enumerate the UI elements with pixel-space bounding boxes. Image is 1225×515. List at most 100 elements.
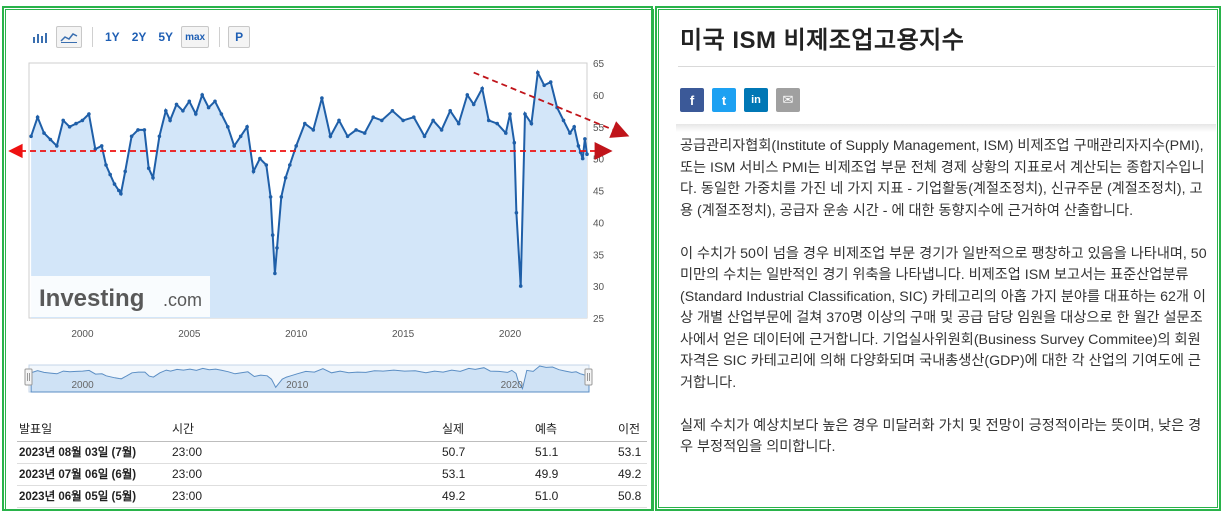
y-tick-label: 50 [593, 155, 605, 166]
y-tick-label: 55 [593, 123, 605, 134]
y-tick-label: 40 [593, 218, 605, 229]
data-point [264, 163, 269, 167]
chart-panel-inner-border [5, 9, 654, 511]
data-point [80, 118, 85, 123]
linkedin-icon[interactable]: in [744, 88, 768, 112]
data-point [136, 128, 140, 132]
data-point [99, 144, 104, 148]
data-point [514, 211, 519, 215]
data-point [401, 118, 405, 123]
share-bar: f t in ✉ [680, 88, 808, 112]
y-tick-label: 25 [593, 314, 605, 325]
data-point [61, 118, 65, 123]
col-header-date[interactable]: 발표일 [17, 417, 170, 442]
data-point [123, 169, 127, 174]
data-point [194, 112, 198, 116]
x-tick-label: 2000 [71, 329, 94, 340]
data-point [354, 128, 358, 132]
data-point [542, 83, 546, 88]
article-title: 미국 ISM 비제조업고용지수 [680, 27, 965, 54]
data-point [270, 233, 275, 237]
col-header-previous[interactable]: 이전 [616, 417, 647, 442]
data-point [448, 109, 453, 113]
navigator-label: 2010 [286, 380, 309, 391]
data-point [412, 115, 416, 119]
data-point [213, 99, 217, 104]
col-header-actual[interactable]: 실제 [440, 417, 533, 442]
data-point [380, 118, 384, 123]
data-point [268, 195, 273, 199]
range-5y-button[interactable]: 5Y [154, 26, 178, 48]
twitter-icon[interactable]: t [712, 88, 736, 112]
data-point [580, 156, 585, 161]
cell-actual: 53.1 [440, 463, 533, 486]
cell-forecast: 51.1 [533, 441, 616, 464]
data-point [328, 134, 333, 139]
data-point [142, 128, 147, 132]
data-point [529, 121, 534, 126]
navigator-label: 2000 [72, 380, 95, 391]
y-tick-label: 60 [593, 91, 605, 102]
col-header-forecast[interactable]: 예측 [533, 417, 616, 442]
bar-chart-icon[interactable] [28, 26, 52, 48]
data-point [117, 188, 121, 193]
data-point [294, 144, 299, 148]
range-1y-button[interactable]: 1Y [101, 26, 124, 48]
chart-toolbar: 1Y 2Y 5Y max P [28, 26, 254, 48]
table-row: 2023년 06월 05일 (5월) 23:00 49.2 51.0 50.8 [17, 485, 647, 508]
data-point [146, 166, 151, 170]
data-point [508, 112, 512, 116]
data-point [157, 134, 162, 139]
data-point [42, 131, 46, 135]
data-point [486, 118, 491, 123]
range-max-button[interactable]: max [181, 26, 210, 48]
data-point [504, 131, 508, 135]
print-button[interactable]: P [228, 26, 251, 48]
y-tick-label: 30 [593, 282, 605, 293]
cell-previous: 53.1 [616, 441, 647, 464]
x-tick-label: 2015 [392, 329, 415, 340]
data-point [35, 115, 40, 119]
data-point [273, 271, 277, 276]
x-tick-label: 2020 [499, 329, 522, 340]
data-point [258, 156, 262, 161]
data-point [362, 131, 367, 135]
data-point [29, 134, 33, 139]
data-point [536, 70, 540, 75]
table-header-row: 발표일 시간 실제 예측 이전 [17, 417, 647, 442]
email-icon[interactable]: ✉ [776, 88, 800, 112]
data-point [55, 144, 59, 148]
data-point [311, 128, 316, 132]
navigator-handle[interactable] [584, 368, 593, 386]
data-point [548, 80, 553, 84]
data-point [206, 105, 211, 110]
data-point [390, 109, 395, 113]
data-point [431, 118, 435, 123]
description-paragraph: 실제 수치가 예상치보다 높은 경우 미달러화 가치 및 전망이 긍정적이라는 … [680, 417, 1202, 456]
data-point [168, 118, 172, 123]
article-panel-border [655, 6, 1221, 511]
cell-date: 2023년 07월 06일 (6월) [17, 463, 170, 486]
area-chart-icon[interactable] [56, 26, 82, 48]
data-point [67, 125, 72, 129]
article-panel-inner-border [658, 9, 1218, 508]
range-2y-button[interactable]: 2Y [127, 26, 151, 48]
cell-forecast: 49.9 [533, 463, 616, 486]
data-point [151, 176, 155, 180]
data-point [320, 96, 324, 100]
data-point [129, 134, 134, 139]
data-point [422, 134, 427, 139]
col-header-time[interactable]: 시간 [170, 417, 440, 442]
series-area [31, 72, 588, 318]
cell-time: 23:00 [170, 441, 440, 464]
watermark-box [30, 276, 210, 317]
data-point [275, 246, 279, 250]
facebook-icon[interactable]: f [680, 88, 704, 112]
y-tick-label: 45 [593, 187, 605, 198]
data-point [119, 191, 123, 196]
cell-actual: 49.2 [440, 485, 533, 508]
data-point [512, 140, 517, 145]
data-point [219, 112, 224, 116]
navigator-handle[interactable] [24, 368, 33, 386]
data-point [232, 144, 236, 148]
